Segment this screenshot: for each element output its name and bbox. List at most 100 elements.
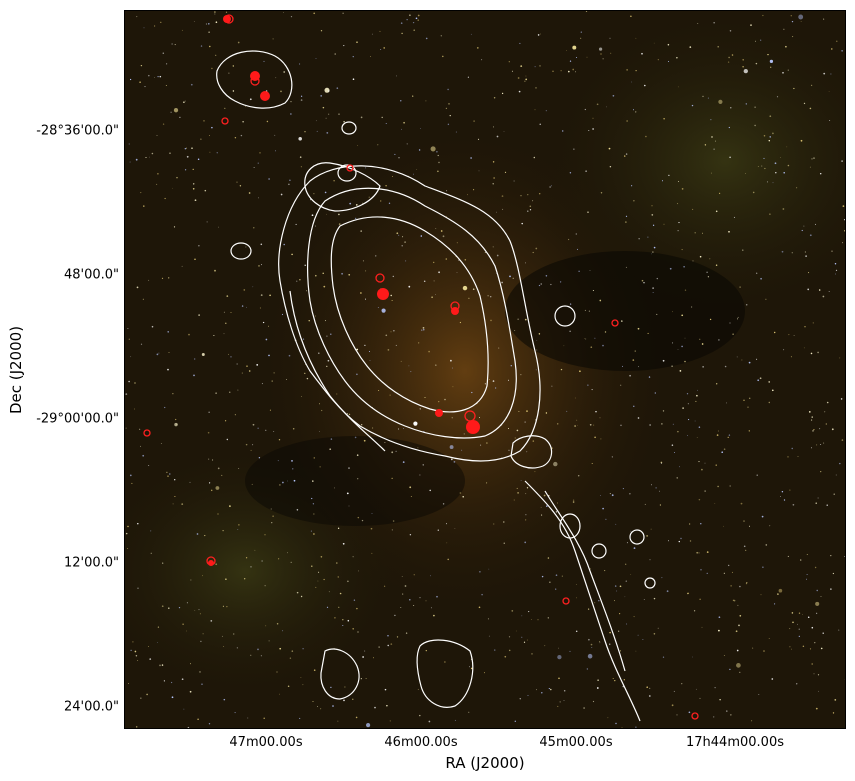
star xyxy=(512,277,514,279)
star xyxy=(517,492,519,494)
star xyxy=(189,481,191,483)
star xyxy=(599,417,601,419)
star xyxy=(787,69,789,71)
y-tick-label: -29°00'00.0" xyxy=(36,411,119,427)
star xyxy=(717,485,719,488)
star xyxy=(793,87,795,90)
star xyxy=(619,650,622,652)
star xyxy=(604,331,607,333)
star xyxy=(729,30,732,32)
star xyxy=(748,430,750,432)
star xyxy=(401,576,403,577)
star xyxy=(697,389,698,391)
star xyxy=(300,677,302,678)
star xyxy=(751,720,753,722)
star xyxy=(768,381,771,383)
star xyxy=(729,485,731,487)
star xyxy=(223,311,225,313)
star xyxy=(322,106,325,109)
star xyxy=(186,630,187,632)
star xyxy=(440,230,443,232)
star xyxy=(346,413,348,415)
star xyxy=(334,53,336,55)
star xyxy=(757,165,759,167)
star xyxy=(396,232,399,235)
star xyxy=(164,197,166,200)
star xyxy=(319,403,320,405)
star xyxy=(215,21,218,24)
star xyxy=(487,295,489,297)
star xyxy=(157,626,160,628)
star xyxy=(409,14,411,16)
star xyxy=(156,135,158,136)
source-marker xyxy=(221,117,229,125)
star xyxy=(584,309,586,311)
star xyxy=(355,716,358,719)
star xyxy=(395,450,397,452)
star xyxy=(791,20,794,23)
star xyxy=(541,575,544,578)
star xyxy=(526,451,528,453)
star xyxy=(796,187,798,189)
star xyxy=(573,148,575,150)
star xyxy=(186,147,187,149)
star xyxy=(587,211,589,213)
star xyxy=(137,660,139,661)
star xyxy=(166,471,168,473)
star xyxy=(735,630,738,633)
star xyxy=(501,281,503,284)
star xyxy=(363,439,366,442)
star xyxy=(718,339,720,341)
star xyxy=(128,143,130,145)
star xyxy=(446,542,448,544)
star xyxy=(558,647,559,649)
star xyxy=(643,281,645,284)
star xyxy=(723,654,725,657)
star xyxy=(200,138,202,140)
star xyxy=(652,251,654,253)
contour-shell-mid xyxy=(307,187,517,439)
star xyxy=(828,290,830,293)
star xyxy=(710,119,712,121)
star xyxy=(218,226,219,228)
y-tick-label: 24'00.0" xyxy=(63,699,119,715)
star xyxy=(716,383,718,385)
star xyxy=(319,431,320,432)
star xyxy=(841,160,843,162)
star xyxy=(659,504,662,506)
star xyxy=(728,434,731,436)
star xyxy=(682,407,684,409)
star xyxy=(202,575,203,577)
star xyxy=(539,123,541,125)
star xyxy=(488,568,490,570)
star xyxy=(579,370,581,373)
star xyxy=(687,403,689,405)
star xyxy=(772,182,774,184)
star xyxy=(815,502,817,504)
star xyxy=(300,95,303,97)
star xyxy=(415,17,418,20)
y-tick-label: -28°36'00.0" xyxy=(36,123,119,139)
star xyxy=(813,673,815,675)
star xyxy=(844,679,845,680)
star xyxy=(324,191,327,194)
star xyxy=(422,327,425,329)
star xyxy=(383,47,386,49)
star xyxy=(760,594,762,596)
star xyxy=(739,585,741,588)
star xyxy=(463,433,465,435)
star xyxy=(797,455,799,458)
star xyxy=(626,623,628,625)
star xyxy=(184,147,187,150)
star-field xyxy=(125,11,845,728)
star xyxy=(366,723,371,728)
star xyxy=(547,557,550,559)
star xyxy=(635,69,637,72)
star xyxy=(290,113,292,115)
star xyxy=(772,132,774,135)
star xyxy=(551,385,553,387)
star xyxy=(315,58,317,59)
star xyxy=(520,480,522,481)
star xyxy=(809,648,812,650)
star xyxy=(261,560,263,562)
